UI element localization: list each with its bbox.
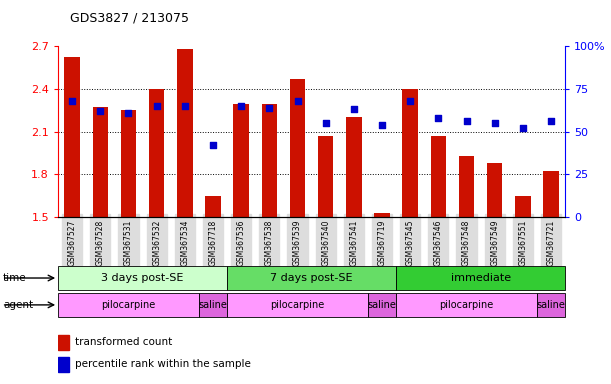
Text: time: time <box>3 273 27 283</box>
Bar <box>199 293 227 317</box>
Bar <box>58 335 69 349</box>
Bar <box>205 195 221 217</box>
Bar <box>318 136 334 217</box>
Bar <box>396 266 565 290</box>
Bar <box>262 104 277 217</box>
Bar <box>459 156 474 217</box>
Bar <box>58 266 227 290</box>
Point <box>180 103 189 109</box>
Text: 3 days post-SE: 3 days post-SE <box>101 273 184 283</box>
Point <box>265 104 274 111</box>
Bar <box>543 171 559 217</box>
Bar <box>64 58 80 217</box>
Bar <box>233 104 249 217</box>
Text: saline: saline <box>536 300 566 310</box>
Bar <box>537 293 565 317</box>
Text: saline: saline <box>199 300 227 310</box>
Bar <box>58 357 69 372</box>
Point <box>462 118 472 124</box>
Point <box>490 120 500 126</box>
Text: immediate: immediate <box>450 273 511 283</box>
Point <box>208 142 218 148</box>
Point <box>152 103 161 109</box>
Text: pilocarpine: pilocarpine <box>101 300 156 310</box>
Bar <box>227 266 396 290</box>
Text: agent: agent <box>3 300 33 310</box>
Point <box>236 103 246 109</box>
Point <box>434 115 444 121</box>
Point <box>405 98 415 104</box>
Point <box>518 125 528 131</box>
Point <box>67 98 77 104</box>
Bar <box>346 117 362 217</box>
Text: pilocarpine: pilocarpine <box>271 300 324 310</box>
Bar <box>396 293 537 317</box>
Text: 7 days post-SE: 7 days post-SE <box>270 273 353 283</box>
Bar <box>58 293 199 317</box>
Text: pilocarpine: pilocarpine <box>439 300 494 310</box>
Bar <box>290 79 306 217</box>
Point <box>95 108 105 114</box>
Text: transformed count: transformed count <box>75 337 172 347</box>
Point <box>546 118 556 124</box>
Bar <box>92 107 108 217</box>
Point <box>349 106 359 113</box>
Text: GDS3827 / 213075: GDS3827 / 213075 <box>70 12 189 25</box>
Text: percentile rank within the sample: percentile rank within the sample <box>75 359 251 369</box>
Point <box>293 98 302 104</box>
Bar <box>487 163 502 217</box>
Bar <box>227 293 368 317</box>
Bar <box>121 110 136 217</box>
Point <box>123 110 133 116</box>
Text: saline: saline <box>368 300 397 310</box>
Bar <box>177 49 192 217</box>
Bar <box>368 293 396 317</box>
Bar <box>431 136 446 217</box>
Bar <box>375 213 390 217</box>
Point <box>377 122 387 128</box>
Bar <box>515 195 531 217</box>
Bar <box>149 89 164 217</box>
Bar <box>403 89 418 217</box>
Point <box>321 120 331 126</box>
